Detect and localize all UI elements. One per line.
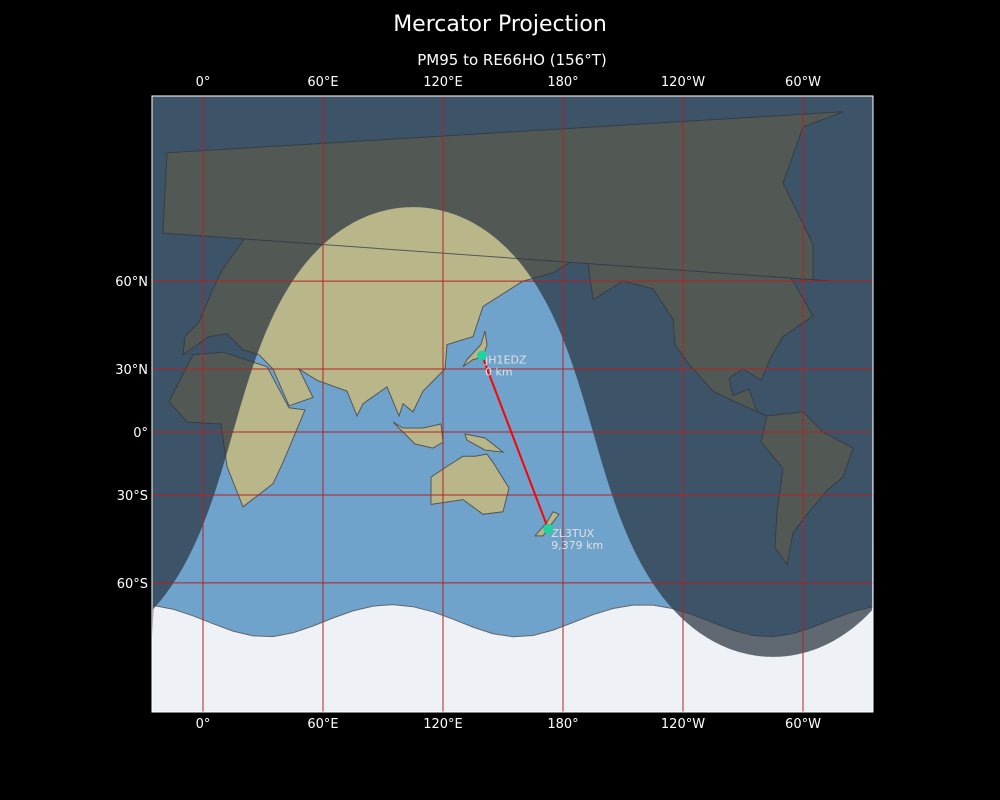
great-circle-path: [481, 355, 550, 530]
station-distance-label: 9,379 km: [551, 539, 603, 552]
bottom-lon-tick-label: 180°: [547, 717, 578, 732]
land-japan: [462, 330, 488, 368]
top-lon-tick-label: 60°W: [785, 75, 821, 90]
top-lon-tick-label: 120°E: [423, 75, 463, 90]
gridlines: [152, 96, 873, 712]
night-shading: [152, 96, 873, 657]
bottom-lon-tick-label: 60°W: [785, 717, 821, 732]
station-marker: [477, 350, 487, 361]
lat-tick-label: 60°N: [115, 275, 148, 290]
land-australia: [430, 453, 510, 515]
lat-tick-label: 60°S: [117, 577, 148, 592]
station-marker: [543, 523, 554, 534]
bottom-lon-tick-label: 120°E: [423, 717, 463, 732]
bottom-lon-tick-label: 60°E: [307, 717, 338, 732]
bottom-lon-tick-label: 120°W: [661, 717, 705, 732]
land-new-guinea: [464, 433, 505, 453]
top-lon-tick-label: 0°: [196, 75, 211, 90]
map-frame: [151, 95, 874, 713]
figure-title: Mercator Projection: [393, 12, 607, 37]
lat-tick-label: 30°N: [115, 363, 148, 378]
land-borneo-indonesia: [392, 421, 444, 449]
station-callsign-label: JH1EDZ: [484, 353, 527, 366]
lat-tick-label: 30°S: [117, 489, 148, 504]
station-distance-label: 0 km: [485, 365, 513, 378]
bottom-lon-tick-label: 0°: [196, 717, 211, 732]
top-lon-tick-label: 180°: [547, 75, 578, 90]
station-callsign-label: ZL3TUX: [551, 527, 594, 540]
top-lon-tick-label: 120°W: [661, 75, 705, 90]
map-subtitle: PM95 to RE66HO (156°T): [417, 51, 607, 69]
lat-tick-label: 0°: [133, 426, 148, 441]
top-lon-tick-label: 60°E: [307, 75, 338, 90]
